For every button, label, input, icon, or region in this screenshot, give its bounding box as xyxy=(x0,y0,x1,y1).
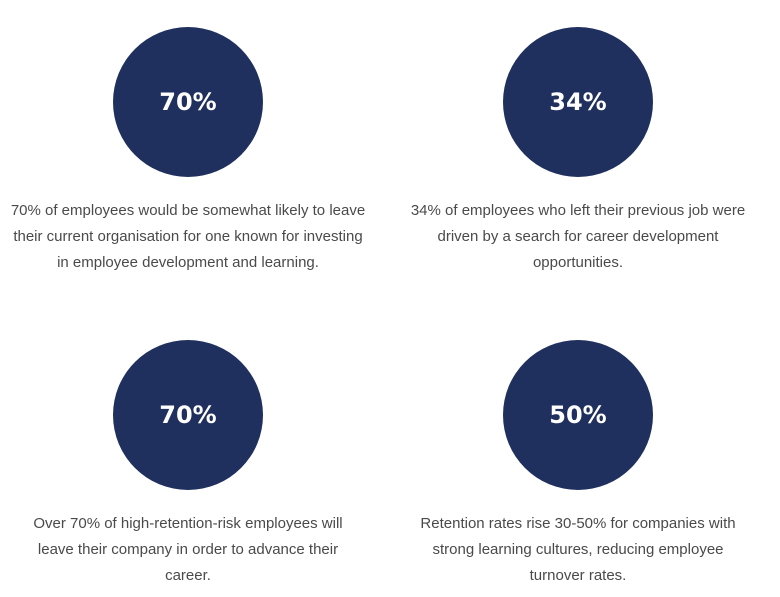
stat-card: 50% Retention rates rise 30-50% for comp… xyxy=(388,340,768,589)
stat-description: Over 70% of high-retention-risk employee… xyxy=(33,515,343,584)
stat-description: Retention rates rise 30-50% for companie… xyxy=(420,515,736,584)
stat-circle: 70% xyxy=(113,27,263,177)
stat-card: 70% Over 70% of high-retention-risk empl… xyxy=(0,340,378,589)
stat-circle: 34% xyxy=(503,27,653,177)
stat-description: 70% of employees would be somewhat likel… xyxy=(10,202,366,271)
stat-card: 34% 34% of employees who left their prev… xyxy=(388,27,768,276)
stat-card: 70% 70% of employees would be somewhat l… xyxy=(0,27,378,276)
stat-circle: 70% xyxy=(113,340,263,490)
stat-circle: 50% xyxy=(503,340,653,490)
stat-description: 34% of employees who left their previous… xyxy=(410,202,746,271)
